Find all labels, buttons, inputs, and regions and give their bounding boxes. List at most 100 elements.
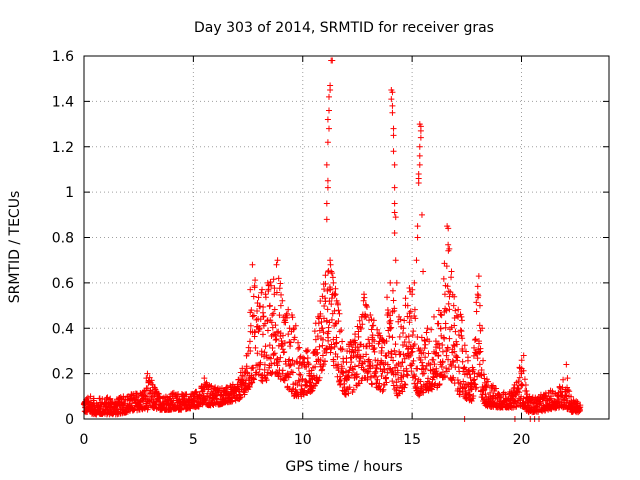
data-point bbox=[391, 161, 398, 168]
data-point bbox=[483, 381, 490, 388]
data-point bbox=[448, 362, 455, 369]
data-point bbox=[386, 365, 393, 372]
data-point bbox=[461, 342, 468, 349]
data-point bbox=[374, 326, 381, 333]
data-point bbox=[269, 345, 276, 352]
data-point bbox=[410, 371, 417, 378]
data-point bbox=[393, 379, 400, 386]
data-point bbox=[435, 352, 442, 359]
data-point bbox=[324, 184, 331, 191]
data-point bbox=[321, 358, 328, 365]
data-point bbox=[276, 285, 283, 292]
data-point bbox=[255, 294, 262, 301]
axis-ticks: 0 0.2 0.4 0.6 0.8 1 1.2 1.4 1.6 0 5 10 15 20 bbox=[52, 49, 609, 448]
data-point bbox=[274, 355, 281, 362]
data-point bbox=[366, 343, 373, 350]
data-point bbox=[473, 299, 480, 306]
data-point bbox=[464, 354, 471, 361]
data-point bbox=[320, 329, 327, 336]
y-tick-label: 0 bbox=[65, 412, 74, 428]
data-point bbox=[343, 359, 350, 366]
data-point bbox=[250, 293, 257, 300]
data-point bbox=[183, 405, 190, 412]
data-point bbox=[241, 373, 248, 380]
data-point bbox=[252, 277, 259, 284]
data-point bbox=[84, 397, 91, 404]
data-point bbox=[402, 381, 409, 388]
y-tick-label: 0.6 bbox=[52, 276, 74, 292]
data-point bbox=[436, 345, 443, 352]
data-point bbox=[424, 325, 431, 332]
data-point bbox=[480, 371, 487, 378]
data-point bbox=[295, 377, 302, 384]
data-point bbox=[477, 345, 484, 352]
y-tick-label: 1 bbox=[65, 185, 74, 201]
data-point bbox=[144, 393, 151, 400]
data-point bbox=[270, 276, 277, 283]
data-point bbox=[304, 382, 311, 389]
data-point bbox=[286, 356, 293, 363]
data-point bbox=[260, 313, 267, 320]
data-point bbox=[399, 388, 406, 395]
data-point bbox=[254, 350, 261, 357]
data-point bbox=[420, 268, 427, 275]
data-point bbox=[120, 393, 127, 400]
data-point bbox=[555, 397, 562, 404]
data-point bbox=[390, 382, 397, 389]
data-point bbox=[321, 347, 328, 354]
data-point bbox=[96, 395, 103, 402]
data-point bbox=[299, 359, 306, 366]
x-tick-label: 20 bbox=[513, 432, 531, 448]
data-point bbox=[476, 349, 483, 356]
data-point bbox=[459, 347, 466, 354]
y-tick-label: 1.2 bbox=[52, 140, 74, 156]
data-point bbox=[446, 306, 453, 313]
data-point bbox=[398, 378, 405, 385]
data-point bbox=[411, 306, 418, 313]
data-point bbox=[422, 366, 429, 373]
data-point bbox=[322, 280, 329, 287]
data-point bbox=[409, 348, 416, 355]
data-point bbox=[364, 303, 371, 310]
data-point bbox=[91, 402, 98, 409]
data-point bbox=[353, 373, 360, 380]
data-point bbox=[418, 211, 425, 218]
data-point bbox=[278, 343, 285, 350]
data-point bbox=[443, 365, 450, 372]
data-point bbox=[312, 363, 319, 370]
data-point bbox=[391, 307, 398, 314]
data-point bbox=[414, 223, 421, 230]
data-point bbox=[270, 310, 277, 317]
data-point bbox=[352, 331, 359, 338]
data-point bbox=[193, 389, 200, 396]
data-point bbox=[281, 349, 288, 356]
data-point bbox=[390, 297, 397, 304]
data-point bbox=[295, 339, 302, 346]
data-point bbox=[476, 302, 483, 309]
data-point bbox=[264, 327, 271, 334]
data-point bbox=[273, 261, 280, 268]
data-point bbox=[371, 348, 378, 355]
data-point bbox=[450, 374, 457, 381]
data-point bbox=[144, 370, 151, 377]
data-point bbox=[332, 291, 339, 298]
data-point bbox=[393, 279, 400, 286]
data-point bbox=[177, 406, 184, 413]
data-point bbox=[278, 291, 285, 298]
data-point bbox=[368, 326, 375, 333]
data-point bbox=[251, 284, 258, 291]
data-point bbox=[563, 361, 570, 368]
data-point bbox=[250, 365, 257, 372]
data-point bbox=[373, 365, 380, 372]
data-point bbox=[471, 370, 478, 377]
data-point bbox=[482, 391, 489, 398]
data-point bbox=[360, 297, 367, 304]
data-point bbox=[449, 358, 456, 365]
data-point bbox=[462, 394, 469, 401]
data-point bbox=[279, 367, 286, 374]
data-point bbox=[168, 397, 175, 404]
data-point bbox=[273, 336, 280, 343]
data-point bbox=[263, 377, 270, 384]
data-point bbox=[279, 346, 286, 353]
data-point bbox=[392, 214, 399, 221]
